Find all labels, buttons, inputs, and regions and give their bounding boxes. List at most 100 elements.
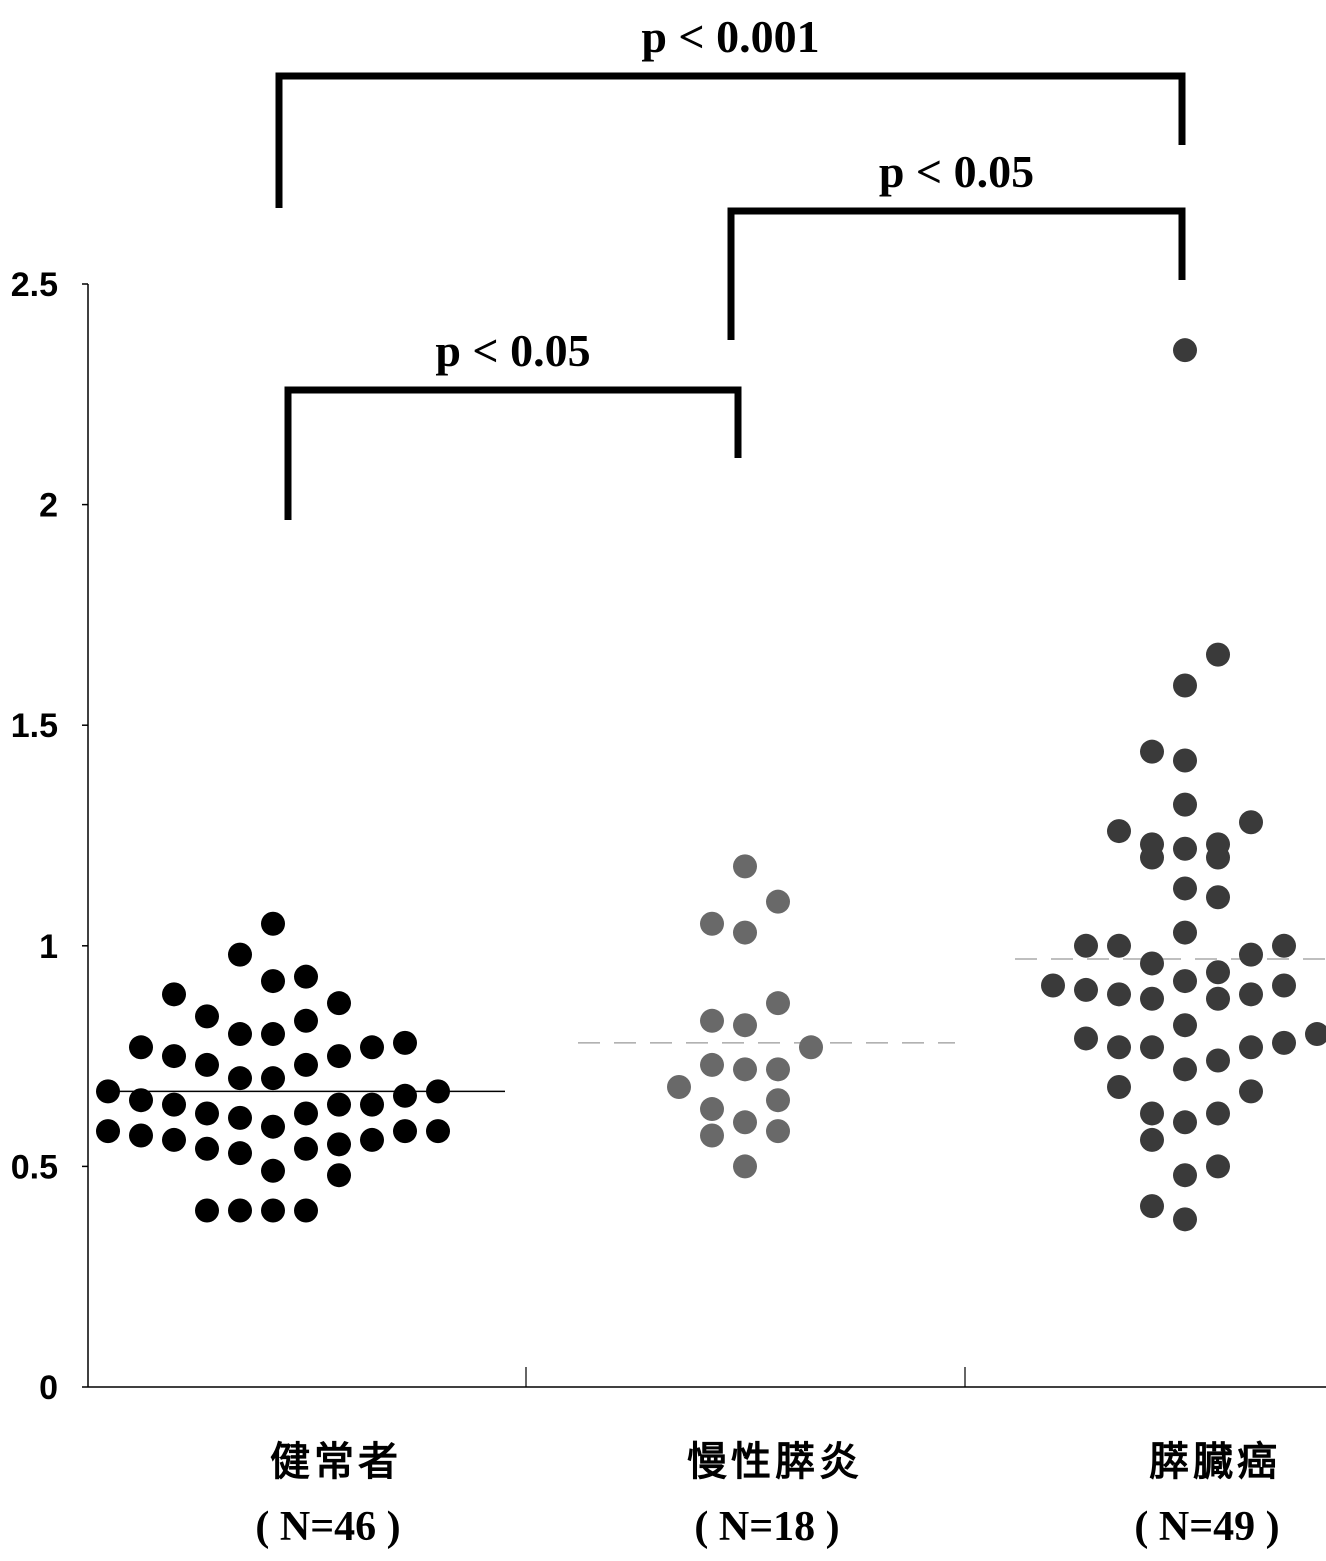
data-point [228,1066,252,1091]
data-point [195,1136,219,1161]
significance-brackets: p < 0.05 p < 0.05 p < 0.001 [275,11,1186,520]
data-point [1206,885,1230,910]
data-point [733,854,757,879]
data-point [1173,338,1197,363]
data-point [1239,810,1263,835]
data-point [360,1035,384,1060]
category-n-label: ( N=49 ) [1134,1504,1279,1550]
data-point [1173,1207,1197,1232]
data-point [766,1119,790,1144]
data-point [1173,969,1197,994]
data-point [261,911,285,936]
axes: 0 0.5 1 1.5 2 2.5 [11,266,1326,1407]
data-point [294,1101,318,1126]
data-point [261,1066,285,1091]
data-point [700,1097,724,1122]
p-value-label: p < 0.05 [435,325,590,376]
data-point [1272,1030,1296,1055]
data-point [1272,933,1296,958]
data-point [1107,1035,1131,1060]
data-point [393,1083,417,1108]
data-point [667,1074,691,1099]
data-point [1140,986,1164,1011]
y-tick-label: 1.5 [11,707,58,745]
data-point [327,1092,351,1117]
data-point [766,889,790,914]
data-point [294,1008,318,1033]
data-point [700,911,724,936]
data-point [1173,1057,1197,1082]
data-point [294,964,318,989]
data-point [228,942,252,967]
data-point [1206,845,1230,870]
data-point [327,1132,351,1157]
data-point [1305,1022,1326,1047]
data-point [162,982,186,1007]
significance-bracket [275,72,1186,208]
data-point [1140,845,1164,870]
data-point [733,1057,757,1082]
data-point [129,1035,153,1060]
data-point [1140,951,1164,976]
y-tick-label: 2 [39,487,58,525]
p-value-label: p < 0.05 [879,146,1034,197]
data-point [1206,642,1230,667]
data-point [393,1119,417,1144]
data-point [1140,1101,1164,1126]
data-point [700,1008,724,1033]
data-point [393,1030,417,1055]
data-point [733,920,757,945]
y-tick-label: 0.5 [11,1148,58,1186]
data-point [294,1136,318,1161]
significance-bracket [727,207,1186,340]
data-point [799,1035,823,1060]
data-point [426,1079,450,1104]
data-point [1074,977,1098,1002]
data-point [766,1088,790,1113]
data-point [162,1092,186,1117]
data-point [1173,920,1197,945]
data-point [700,1052,724,1077]
data-point [733,1154,757,1179]
category-n-label: ( N=46 ) [255,1504,400,1550]
data-point [1206,986,1230,1011]
data-point [1239,982,1263,1007]
data-point [195,1004,219,1029]
data-point [1173,1013,1197,1038]
data-point [261,1114,285,1139]
data-point [1272,973,1296,998]
data-point [228,1022,252,1047]
data-point [228,1198,252,1223]
p-value-label: p < 0.001 [641,11,819,62]
data-point [1173,1110,1197,1135]
data-point [1107,933,1131,958]
data-point [129,1123,153,1148]
category-n-label: ( N=18 ) [694,1504,839,1550]
data-point [1239,942,1263,967]
data-point [162,1044,186,1069]
data-point [766,1057,790,1082]
data-point [1173,1163,1197,1188]
data-point [1206,1101,1230,1126]
data-point [1140,1035,1164,1060]
category-label: 健常者 [270,1439,402,1485]
data-point [1074,933,1098,958]
y-tick-label: 2.5 [11,266,58,304]
data-point [294,1052,318,1077]
data-point [1107,819,1131,844]
significance-bracket [284,386,742,520]
data-point [1140,1127,1164,1152]
data-point [700,1123,724,1148]
data-point [228,1105,252,1130]
data-point [195,1101,219,1126]
data-point [1173,673,1197,698]
category-label: 膵臓癌 [1149,1439,1281,1485]
data-point [129,1088,153,1113]
data-point [261,969,285,994]
data-point [261,1198,285,1223]
data-points [96,338,1326,1232]
data-point [1206,1154,1230,1179]
data-point [195,1198,219,1223]
data-point [195,1052,219,1077]
data-point [162,1127,186,1152]
